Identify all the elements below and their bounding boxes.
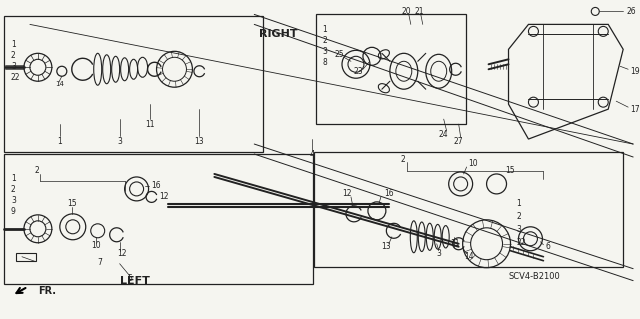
Text: 1: 1 (322, 25, 327, 34)
Text: 10: 10 (91, 241, 100, 250)
Text: 11: 11 (450, 239, 460, 248)
Text: 5: 5 (127, 274, 132, 283)
Text: 16: 16 (384, 189, 394, 198)
Text: 8: 8 (322, 58, 327, 67)
Text: 12: 12 (159, 192, 169, 201)
Bar (4, 154, 313, 284)
Text: 22: 22 (516, 238, 526, 247)
Text: 10: 10 (468, 160, 478, 168)
Text: 2: 2 (11, 51, 16, 60)
Text: 13: 13 (195, 137, 204, 145)
Text: 3: 3 (322, 47, 327, 56)
Text: 13: 13 (381, 242, 390, 251)
Text: 2: 2 (516, 212, 521, 221)
Text: 15: 15 (506, 167, 515, 175)
Bar (16, 253, 36, 261)
Text: SCV4-B2100: SCV4-B2100 (509, 272, 560, 281)
Text: FR.: FR. (38, 286, 56, 296)
Text: 17: 17 (630, 105, 640, 114)
Text: 3: 3 (11, 197, 16, 205)
Text: 26: 26 (626, 7, 636, 16)
Text: 21: 21 (414, 7, 424, 16)
Text: 14: 14 (464, 252, 474, 261)
Text: 9: 9 (11, 207, 16, 216)
Text: 22: 22 (11, 73, 20, 82)
Text: 7: 7 (97, 258, 102, 267)
Text: 15: 15 (67, 199, 77, 208)
Text: 11: 11 (145, 120, 154, 129)
Text: RIGHT: RIGHT (259, 29, 298, 39)
Text: 1: 1 (11, 40, 16, 49)
Text: 3: 3 (516, 225, 522, 234)
Text: 1: 1 (58, 137, 62, 145)
Text: 6: 6 (545, 242, 550, 251)
Text: LEFT: LEFT (120, 276, 150, 286)
Text: 2: 2 (401, 154, 406, 164)
Text: 2: 2 (322, 36, 327, 45)
Text: 4: 4 (310, 150, 315, 159)
Text: 2: 2 (11, 185, 16, 194)
Text: 24: 24 (439, 130, 449, 138)
Text: 25: 25 (334, 50, 344, 59)
Bar (314, 152, 623, 267)
Text: 16: 16 (152, 182, 161, 190)
Bar (4, 16, 263, 152)
Text: 3: 3 (117, 137, 122, 145)
Text: 2: 2 (35, 167, 40, 175)
Bar (316, 14, 466, 124)
Text: 20: 20 (401, 7, 411, 16)
Text: 12: 12 (342, 189, 352, 198)
Text: 1: 1 (516, 199, 521, 208)
Text: 12: 12 (117, 249, 126, 258)
Text: 27: 27 (454, 137, 463, 145)
Text: 3: 3 (11, 62, 16, 71)
Text: 1: 1 (11, 174, 16, 183)
Text: 14: 14 (55, 81, 64, 87)
Text: 19: 19 (630, 67, 640, 76)
Text: 3: 3 (436, 249, 441, 258)
Text: 23: 23 (354, 67, 364, 76)
